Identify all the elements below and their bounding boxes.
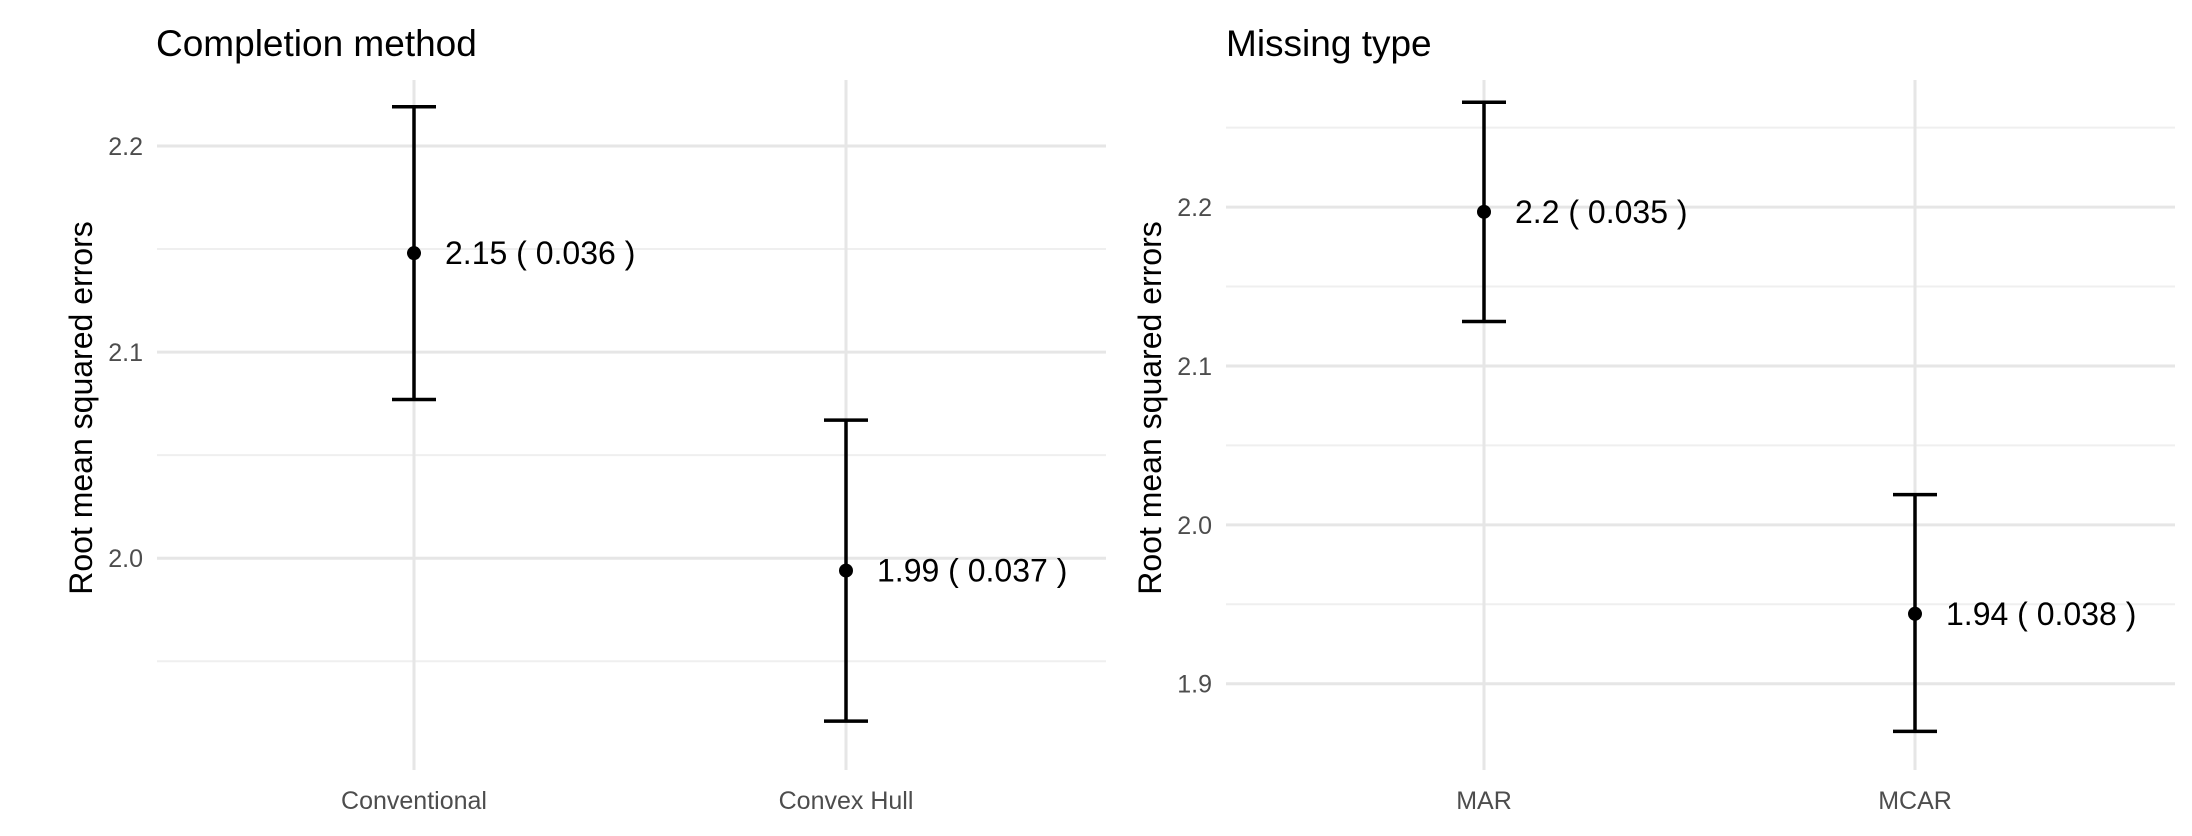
error-bar-mcar: 1.94 ( 0.038 ): [1893, 492, 2136, 734]
chart-title: Missing type: [1226, 23, 1432, 64]
gridlines: [1226, 80, 2175, 770]
y-axis-label: Root mean squared errors: [1132, 221, 1168, 595]
error-bar-mar: 2.2 ( 0.035 ): [1462, 100, 1688, 324]
y-tick-label: 2.0: [108, 545, 143, 573]
y-tick-label: 2.1: [1177, 353, 1212, 381]
error-bar-convex-hull: 1.99 ( 0.037 ): [824, 418, 1067, 723]
mean-point: [839, 563, 853, 578]
gridlines: [157, 80, 1106, 770]
chart-title: Completion method: [156, 23, 477, 64]
y-axis-label: Root mean squared errors: [63, 221, 99, 595]
mean-point: [1477, 204, 1491, 219]
x-tick-label: Convex Hull: [779, 787, 914, 815]
mean-point: [1908, 606, 1922, 621]
x-tick-label: Conventional: [341, 787, 487, 815]
error-bar-conventional: 2.15 ( 0.036 ): [392, 105, 635, 402]
y-tick-label: 2.1: [108, 339, 143, 367]
data-label: 2.15 ( 0.036 ): [445, 235, 635, 271]
data-label: 1.94 ( 0.038 ): [1946, 596, 2136, 632]
data-label: 1.99 ( 0.037 ): [877, 553, 1067, 589]
x-tick-label: MAR: [1456, 787, 1512, 815]
y-tick-label: 2.2: [108, 133, 143, 161]
data-label: 2.2 ( 0.035 ): [1515, 194, 1688, 230]
x-tick-label: MCAR: [1878, 787, 1952, 815]
y-tick-label: 1.9: [1177, 671, 1212, 699]
y-tick-label: 2.0: [1177, 512, 1212, 540]
mean-point: [407, 246, 421, 261]
panel-missing-type: Missing type Root mean squared errors 1.…: [1132, 23, 2175, 815]
panel-completion-method: Completion method Root mean squared erro…: [63, 23, 1106, 815]
y-tick-label: 2.2: [1177, 194, 1212, 222]
